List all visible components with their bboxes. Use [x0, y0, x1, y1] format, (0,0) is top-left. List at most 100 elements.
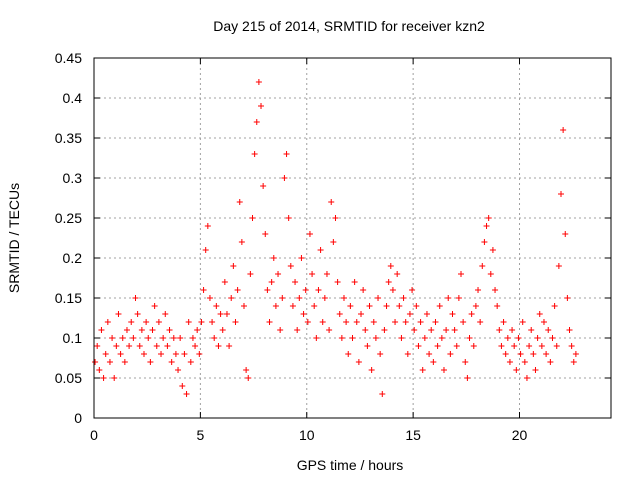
data-point: [411, 327, 418, 333]
data-point: [279, 295, 286, 301]
data-point: [336, 311, 343, 317]
data-point: [464, 375, 471, 381]
data-point: [549, 335, 556, 341]
data-point: [213, 303, 220, 309]
data-point: [206, 295, 213, 301]
x-tick-label: 0: [90, 427, 98, 443]
data-point: [200, 287, 207, 293]
data-point: [528, 327, 535, 333]
data-point: [494, 303, 501, 309]
data-point: [398, 335, 405, 341]
data-point: [289, 303, 296, 309]
y-tick-label: 0.4: [63, 90, 83, 106]
data-point: [209, 319, 216, 325]
data-point: [362, 327, 369, 333]
data-point: [381, 327, 388, 333]
data-point: [377, 351, 384, 357]
data-point: [323, 271, 330, 277]
data-point: [215, 343, 222, 349]
data-point: [272, 303, 279, 309]
data-point: [485, 215, 492, 221]
data-point: [236, 199, 243, 205]
data-point: [238, 239, 245, 245]
data-point: [496, 327, 503, 333]
data-point: [202, 247, 209, 253]
data-point: [519, 319, 526, 325]
data-point: [562, 231, 569, 237]
data-point: [145, 335, 152, 341]
data-point: [468, 311, 475, 317]
y-tick-label: 0.15: [55, 290, 82, 306]
data-point: [349, 335, 356, 341]
data-point: [432, 319, 439, 325]
data-point: [538, 343, 545, 349]
data-point: [394, 271, 401, 277]
data-point: [147, 359, 154, 365]
data-point: [402, 319, 409, 325]
data-point: [168, 359, 175, 365]
data-point: [187, 359, 194, 365]
data-point: [370, 319, 377, 325]
data-point: [338, 335, 345, 341]
data-point: [434, 343, 441, 349]
data-point: [151, 303, 158, 309]
data-point: [436, 303, 443, 309]
data-point: [483, 223, 490, 229]
data-point: [540, 319, 547, 325]
data-point: [94, 343, 101, 349]
data-point: [260, 183, 267, 189]
data-point: [406, 311, 413, 317]
data-point: [160, 335, 167, 341]
data-point: [413, 303, 420, 309]
data-point: [164, 343, 171, 349]
data-point: [462, 359, 469, 365]
data-point: [489, 247, 496, 253]
data-point: [536, 311, 543, 317]
data-point: [306, 231, 313, 237]
data-point: [443, 327, 450, 333]
y-tick-label: 0: [74, 410, 82, 426]
data-point: [351, 279, 358, 285]
data-point: [451, 327, 458, 333]
data-point: [383, 303, 390, 309]
data-point: [226, 343, 233, 349]
data-point: [385, 279, 392, 285]
data-point: [366, 303, 373, 309]
data-point: [155, 319, 162, 325]
data-point: [447, 351, 454, 357]
data-point: [328, 199, 335, 205]
data-point: [268, 279, 275, 285]
data-point: [526, 343, 533, 349]
data-point: [283, 151, 290, 157]
data-point: [460, 319, 467, 325]
data-point: [183, 391, 190, 397]
y-tick-label: 0.25: [55, 210, 82, 226]
data-point: [117, 351, 124, 357]
data-point: [332, 215, 339, 221]
data-point: [285, 215, 292, 221]
data-point: [551, 303, 558, 309]
data-point: [345, 351, 352, 357]
data-point: [558, 191, 565, 197]
data-point: [570, 359, 577, 365]
data-point: [387, 263, 394, 269]
data-point: [466, 335, 473, 341]
data-point: [500, 319, 507, 325]
data-point: [364, 343, 371, 349]
data-point: [277, 327, 284, 333]
data-point: [396, 303, 403, 309]
data-point: [281, 175, 288, 181]
data-point: [287, 263, 294, 269]
data-point: [258, 103, 265, 109]
y-tick-label: 0.3: [63, 170, 83, 186]
x-tick-label: 20: [512, 427, 528, 443]
data-points: [92, 79, 579, 397]
data-point: [253, 119, 260, 125]
data-point: [175, 367, 182, 373]
data-point: [166, 327, 173, 333]
data-point: [572, 351, 579, 357]
data-point: [294, 327, 301, 333]
data-point: [113, 343, 120, 349]
